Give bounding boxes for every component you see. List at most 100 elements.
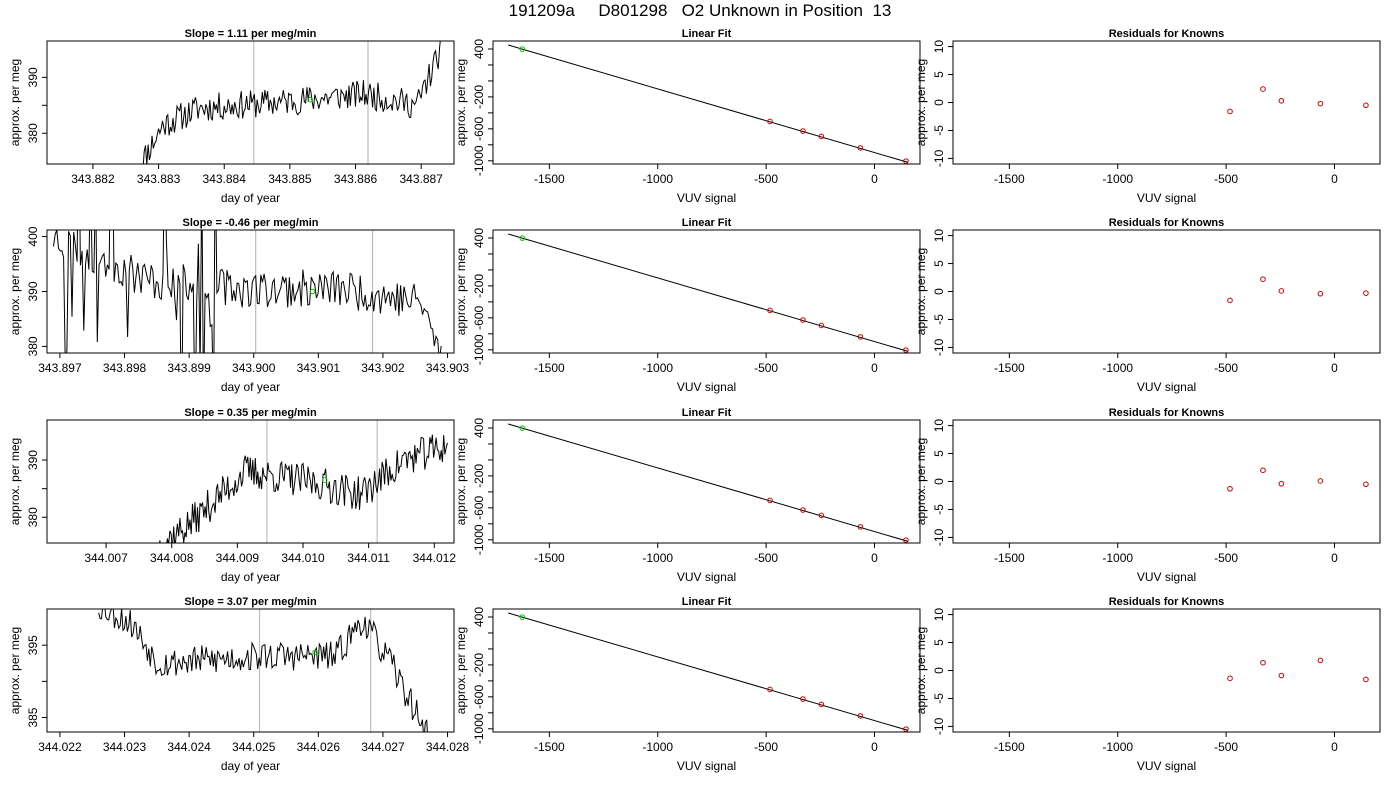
y-tick-label: 0 — [932, 478, 946, 485]
chart-title: Slope = 3.07 per meg/min — [184, 596, 317, 608]
x-tick-label: 343.902 — [361, 361, 405, 375]
known-point — [857, 334, 864, 340]
known-point — [800, 507, 806, 513]
plot-area — [53, 230, 442, 353]
chart-panel: Linear Fit -1500 -1000 -500 0 -1000 -600 -200 40… — [454, 407, 921, 584]
data-trace-line — [98, 609, 428, 732]
y-axis-label: approx. per meg — [914, 248, 928, 335]
y-tick-label: -10 — [932, 149, 946, 167]
plot-frame — [46, 608, 455, 733]
y-tick-label: -10 — [932, 338, 946, 356]
plot-frame — [492, 40, 921, 165]
chart-title: Slope = 0.35 per meg/min — [184, 407, 317, 419]
x-tick-label: 0 — [871, 361, 878, 375]
x-axis-label: VUV signal — [1137, 380, 1196, 394]
x-axis-label: VUV signal — [1137, 759, 1196, 773]
chart-panel: Residuals for Knowns -1500 -1000 -500 0 -10 -5… — [914, 407, 1381, 584]
known-point — [1278, 672, 1285, 679]
fit-line — [508, 44, 909, 163]
plot-area — [1227, 276, 1369, 304]
plot-area — [1227, 86, 1369, 115]
plot-area — [1227, 657, 1369, 683]
chart-title: Slope = -0.46 per meg/min — [182, 217, 318, 229]
plot-area — [98, 609, 428, 732]
y-tick-label: 385 — [26, 707, 40, 727]
x-tick-label: 344.023 — [103, 740, 147, 754]
known-point — [767, 307, 773, 314]
known-point — [1317, 657, 1324, 664]
y-tick-label: 0 — [932, 99, 946, 106]
x-tick-label: 343.883 — [137, 172, 181, 186]
x-tick-label: 343.887 — [399, 172, 443, 186]
chart-panel: Residuals for Knowns -1500 -1000 -500 0 -10 -5… — [914, 28, 1381, 205]
x-tick-label: 344.009 — [216, 551, 260, 565]
x-tick-label: 343.882 — [71, 172, 115, 186]
chart-panel: Slope = -0.46 per meg/min 343.897 343.898 3… — [8, 217, 470, 394]
y-tick-label: -600 — [472, 117, 486, 141]
y-tick-label: -200 — [472, 653, 486, 677]
x-tick-label: -1500 — [994, 551, 1025, 565]
known-point — [1363, 676, 1369, 683]
y-tick-label: -1000 — [472, 713, 486, 744]
y-tick-label: 10 — [932, 229, 946, 243]
data-trace-line — [142, 41, 441, 164]
x-tick-label: -1500 — [534, 740, 565, 754]
known-point — [1363, 290, 1369, 296]
known-point — [857, 713, 864, 719]
x-axis-label: day of year — [221, 191, 280, 205]
chart-panel: Linear Fit -1500 -1000 -500 0 -1000 -600 -200 40… — [454, 28, 921, 205]
x-tick-label: -1500 — [994, 740, 1025, 754]
x-tick-label: 344.027 — [361, 740, 405, 754]
known-point — [818, 322, 825, 329]
y-tick-label: 10 — [932, 40, 946, 54]
y-axis-label: approx. per meg — [454, 438, 468, 525]
x-tick-label: 344.007 — [84, 551, 128, 565]
known-point — [1260, 467, 1266, 474]
x-tick-label: -500 — [754, 172, 778, 186]
unknown-point — [307, 96, 314, 103]
y-tick-label: 395 — [26, 635, 40, 655]
plot-area — [508, 612, 909, 732]
unknown-point — [519, 46, 526, 52]
known-point — [1227, 297, 1233, 304]
y-axis-label: approx. per meg — [914, 59, 928, 146]
fit-line — [508, 233, 909, 352]
plot-area — [159, 420, 448, 543]
x-axis-label: VUV signal — [677, 380, 736, 394]
chart-panel: Slope = 3.07 per meg/min 344.022 344.023 34… — [8, 596, 470, 773]
known-point — [818, 512, 825, 519]
y-tick-label: 400 — [472, 228, 486, 248]
x-tick-label: 343.884 — [203, 172, 247, 186]
x-axis-label: VUV signal — [677, 759, 736, 773]
x-tick-label: -1500 — [534, 172, 565, 186]
y-tick-label: 0 — [932, 288, 946, 295]
fit-line — [508, 612, 909, 731]
plot-area — [142, 41, 441, 164]
y-tick-label: -10 — [932, 717, 946, 735]
x-axis-label: VUV signal — [677, 191, 736, 205]
x-tick-label: 344.010 — [281, 551, 325, 565]
y-axis-label: approx. per meg — [8, 438, 22, 525]
plot-frame — [46, 40, 455, 165]
plot-frame — [952, 40, 1381, 165]
x-tick-label: 344.028 — [426, 740, 470, 754]
x-tick-label: 343.899 — [167, 361, 211, 375]
plot-frame — [952, 608, 1381, 733]
known-point — [767, 118, 773, 125]
known-point — [1317, 290, 1324, 297]
plot-frame — [46, 229, 455, 354]
x-tick-label: 344.011 — [347, 551, 390, 565]
chart-panel: Linear Fit -1500 -1000 -500 0 -1000 -600 -200 40… — [454, 596, 921, 773]
y-tick-label: -1000 — [472, 524, 486, 555]
known-point — [1317, 478, 1324, 484]
x-tick-label: 343.898 — [103, 361, 147, 375]
chart-panel: Linear Fit -1500 -1000 -500 0 -1000 -600 -200 40… — [454, 217, 921, 394]
unknown-point — [321, 477, 328, 483]
x-tick-label: 0 — [1331, 361, 1338, 375]
y-axis-label: approx. per meg — [454, 248, 468, 335]
x-axis-label: VUV signal — [1137, 191, 1196, 205]
figure-title: 191209a D801298 O2 Unknown in Position 1… — [508, 1, 892, 20]
y-tick-label: -5 — [932, 314, 946, 325]
known-point — [903, 537, 909, 543]
chart-title: Residuals for Knowns — [1109, 407, 1225, 419]
